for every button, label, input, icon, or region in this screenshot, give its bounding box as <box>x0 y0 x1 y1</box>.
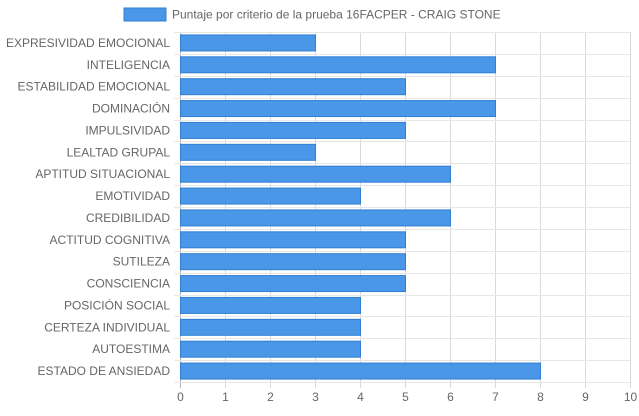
y-axis-labels: EXPRESIVIDAD EMOCIONAL INTELIGENCIA ESTABI… <box>6 36 170 378</box>
x-tick-label: 7 <box>492 390 499 404</box>
category-label: ESTADO DE ANSIEDAD <box>38 364 171 378</box>
category-label: CERTEZA INDIVIDUAL <box>44 320 170 334</box>
bar[interactable] <box>180 100 496 118</box>
x-tick-label: 9 <box>582 390 589 404</box>
x-tick-label: 10 <box>624 390 638 404</box>
x-tick-label: 4 <box>357 390 364 404</box>
x-tick-label: 5 <box>402 390 409 404</box>
bar[interactable] <box>180 231 406 249</box>
bar[interactable] <box>180 296 361 314</box>
bar[interactable] <box>180 143 316 161</box>
x-tick-label: 1 <box>222 390 229 404</box>
x-tick-label: 0 <box>177 390 184 404</box>
bar[interactable] <box>180 187 361 205</box>
category-label: EMOTIVIDAD <box>95 189 170 203</box>
x-tick-label: 8 <box>537 390 544 404</box>
x-axis-labels: 0 1 2 3 4 5 6 7 8 9 10 <box>177 390 637 404</box>
category-label: CONSCIENCIA <box>87 277 170 291</box>
category-label: APTITUD SITUACIONAL <box>35 167 170 181</box>
bar[interactable] <box>180 340 361 358</box>
legend[interactable]: Puntaje por criterio de la prueba 16FACP… <box>123 7 501 22</box>
bar[interactable] <box>180 362 541 380</box>
bars <box>180 34 541 380</box>
category-label: DOMINACIÓN <box>92 101 170 116</box>
category-label: POSICIÓN SOCIAL <box>64 297 170 312</box>
x-tick-label: 2 <box>267 390 274 404</box>
category-label: ACTITUD COGNITIVA <box>50 233 170 247</box>
legend-swatch <box>123 7 167 22</box>
bar[interactable] <box>180 34 316 52</box>
category-label: INTELIGENCIA <box>87 58 170 72</box>
category-label: SUTILEZA <box>113 255 170 269</box>
x-tick-label: 6 <box>447 390 454 404</box>
category-label: LEALTAD GRUPAL <box>67 145 171 159</box>
bar[interactable] <box>180 121 406 139</box>
bar[interactable] <box>180 165 451 183</box>
category-label: ESTABILIDAD EMOCIONAL <box>18 80 171 94</box>
category-label: AUTOESTIMA <box>92 342 170 356</box>
category-label: IMPULSIVIDAD <box>85 123 170 137</box>
legend-label: Puntaje por criterio de la prueba 16FACP… <box>172 8 501 22</box>
bar[interactable] <box>180 56 496 74</box>
x-tick-label: 3 <box>312 390 319 404</box>
category-label: CREDIBILIDAD <box>86 211 170 225</box>
bar[interactable] <box>180 253 406 271</box>
bar[interactable] <box>180 318 361 336</box>
bar[interactable] <box>180 209 451 227</box>
bar[interactable] <box>180 275 406 293</box>
bar[interactable] <box>180 78 406 96</box>
category-label: EXPRESIVIDAD EMOCIONAL <box>6 36 170 50</box>
